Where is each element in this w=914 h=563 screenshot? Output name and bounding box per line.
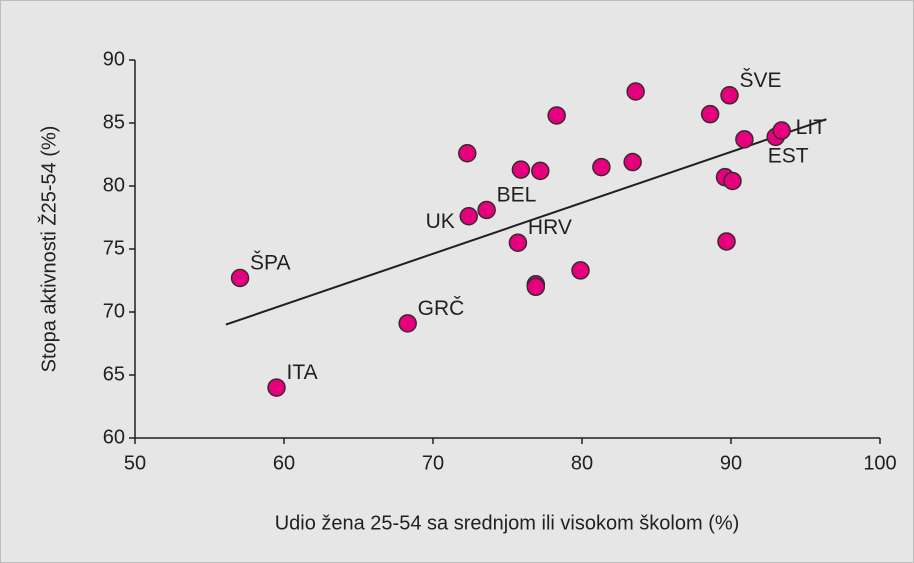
point (700, 104, 720, 124)
point (398, 314, 417, 333)
y-tick-label: 65 (103, 363, 125, 385)
point (571, 261, 590, 280)
point (508, 233, 528, 252)
x-tick-label: 80 (571, 452, 593, 474)
point (772, 121, 791, 140)
point (623, 152, 642, 172)
point (720, 86, 739, 105)
x-tick-label: 60 (273, 452, 295, 474)
y-tick-label: 60 (103, 426, 125, 448)
point (592, 157, 611, 177)
y-tick-label: 90 (103, 48, 125, 70)
point (717, 232, 736, 251)
x-tick-label: 70 (422, 452, 444, 474)
point (459, 206, 479, 226)
point (526, 277, 546, 297)
y-tick-label: 70 (103, 300, 125, 322)
point-label: ŠPA (250, 252, 290, 275)
point (735, 130, 754, 149)
point (547, 106, 566, 125)
y-tick-label: 75 (103, 237, 125, 259)
point (626, 82, 645, 101)
point-label: ŠVE (740, 69, 782, 92)
point-label: UK (426, 210, 455, 233)
y-axis-title: Stopa aktivnosti Ž25-54 (%) (37, 126, 60, 373)
point-label: GRČ (418, 297, 465, 320)
x-tick-label: 50 (124, 452, 146, 474)
y-tick-label: 80 (103, 174, 125, 196)
point (230, 268, 250, 288)
point (458, 143, 477, 163)
point (267, 378, 286, 397)
point (511, 160, 531, 179)
point-label: LIT (796, 116, 827, 139)
point-label: EST (768, 144, 809, 167)
trend-line (225, 118, 827, 326)
point-label: BEL (497, 183, 537, 206)
point (531, 161, 550, 181)
point-label: ITA (287, 361, 318, 384)
point (477, 200, 496, 220)
x-tick-label: 100 (863, 452, 896, 474)
x-tick-label: 90 (720, 452, 742, 474)
y-tick-label: 85 (103, 111, 125, 133)
point-label: HRV (528, 216, 572, 239)
point (723, 171, 742, 191)
x-axis-title: Udio žena 25-54 sa srednjom ili visokom … (275, 512, 740, 534)
